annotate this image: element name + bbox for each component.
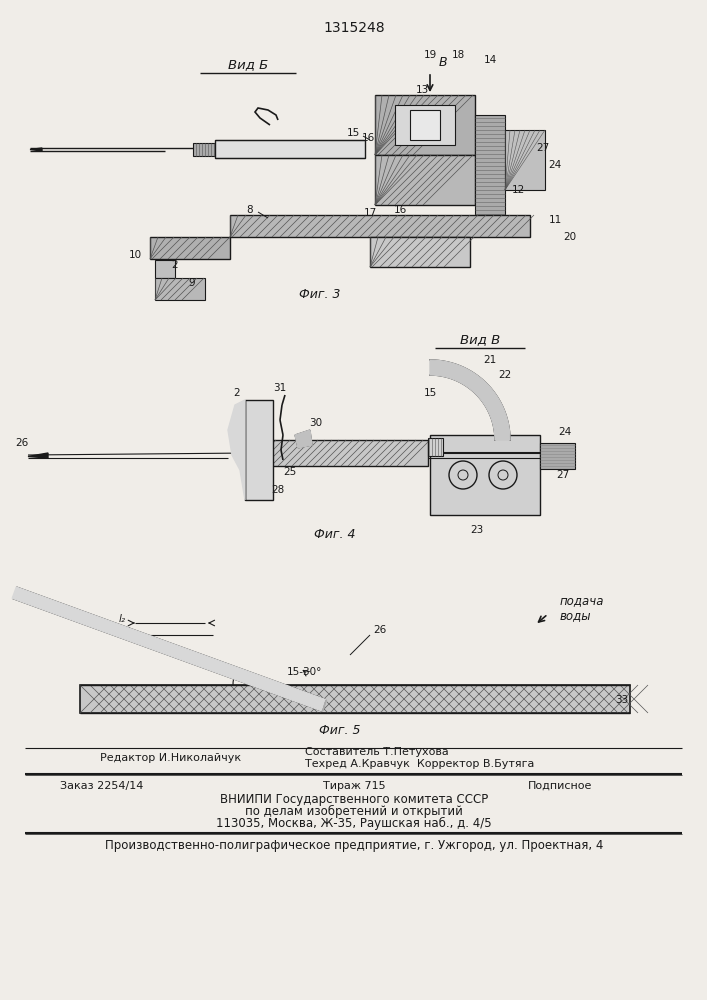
- Bar: [155, 278, 205, 300]
- Text: 27: 27: [537, 143, 549, 153]
- Text: 18: 18: [451, 50, 464, 60]
- Text: 33: 33: [615, 695, 629, 705]
- Text: l₁: l₁: [127, 627, 134, 637]
- Text: Производственно-полиграфическое предприятие, г. Ужгород, ул. Проектная, 4: Производственно-полиграфическое предприя…: [105, 838, 603, 852]
- Text: ВНИИПИ Государственного комитета СССР: ВНИИПИ Государственного комитета СССР: [220, 792, 488, 806]
- Text: 2: 2: [172, 260, 178, 270]
- Text: 13: 13: [416, 85, 428, 95]
- Text: 15: 15: [423, 388, 437, 398]
- Text: 16: 16: [361, 133, 375, 143]
- Text: 30: 30: [310, 418, 322, 428]
- Text: 1315248: 1315248: [323, 21, 385, 35]
- Bar: [410, 110, 440, 140]
- Text: l₂: l₂: [119, 614, 126, 624]
- Bar: [375, 155, 475, 205]
- Text: 16: 16: [393, 205, 407, 215]
- Bar: [150, 237, 230, 259]
- Polygon shape: [295, 430, 312, 448]
- Text: 20: 20: [563, 232, 577, 242]
- Bar: [430, 435, 540, 515]
- Text: 31: 31: [274, 383, 286, 393]
- Text: В: В: [438, 55, 448, 68]
- Polygon shape: [30, 148, 42, 151]
- Text: 113035, Москва, Ж-35, Раушская наб., д. 4/5: 113035, Москва, Ж-35, Раушская наб., д. …: [216, 816, 492, 830]
- Text: 2: 2: [234, 388, 240, 398]
- Text: по делам изобретений и открытий: по делам изобретений и открытий: [245, 804, 463, 818]
- Text: Фиг. 5: Фиг. 5: [320, 724, 361, 736]
- Bar: [155, 260, 175, 278]
- Bar: [475, 115, 505, 215]
- Text: 26: 26: [16, 438, 28, 448]
- Polygon shape: [28, 453, 48, 458]
- Bar: [375, 95, 475, 155]
- Text: 15-30°: 15-30°: [287, 667, 322, 677]
- Polygon shape: [430, 360, 510, 440]
- Text: 12: 12: [511, 185, 525, 195]
- Text: Фиг. 4: Фиг. 4: [314, 528, 356, 542]
- Bar: [80, 685, 630, 713]
- Bar: [248, 440, 428, 466]
- Text: Фиг. 3: Фиг. 3: [299, 288, 341, 302]
- Text: подача
воды: подача воды: [560, 594, 604, 622]
- Bar: [505, 130, 545, 190]
- Text: Тираж 715: Тираж 715: [322, 781, 385, 791]
- Text: Составитель Т.Петухова: Составитель Т.Петухова: [305, 747, 449, 757]
- Text: 17: 17: [363, 208, 377, 218]
- Bar: [245, 400, 273, 500]
- Text: 15: 15: [346, 128, 360, 138]
- Text: 11: 11: [549, 215, 561, 225]
- Text: Техред А.Кравчук  Корректор В.Бутяга: Техред А.Кравчук Корректор В.Бутяга: [305, 759, 534, 769]
- Bar: [193, 143, 215, 156]
- Bar: [540, 443, 575, 469]
- Text: 23: 23: [470, 525, 484, 535]
- Bar: [428, 438, 443, 456]
- Text: 10: 10: [129, 250, 141, 260]
- Text: Вид Б: Вид Б: [228, 58, 268, 72]
- Polygon shape: [12, 587, 327, 711]
- Text: 28: 28: [271, 485, 285, 495]
- Text: Заказ 2254/14: Заказ 2254/14: [60, 781, 144, 791]
- Text: 22: 22: [498, 370, 512, 380]
- Text: 24: 24: [549, 160, 561, 170]
- Polygon shape: [228, 400, 245, 500]
- Bar: [215, 140, 365, 158]
- Polygon shape: [322, 700, 327, 711]
- Bar: [395, 105, 455, 145]
- Bar: [370, 237, 470, 267]
- Text: 25: 25: [284, 467, 297, 477]
- Text: 14: 14: [484, 55, 496, 65]
- Text: Подписное: Подписное: [528, 781, 592, 791]
- Bar: [230, 215, 530, 237]
- Text: Вид В: Вид В: [460, 334, 500, 347]
- Text: 19: 19: [423, 50, 437, 60]
- Text: 8: 8: [247, 205, 253, 215]
- Text: 26: 26: [373, 625, 387, 635]
- Text: 21: 21: [484, 355, 496, 365]
- Text: 24: 24: [559, 427, 572, 437]
- Text: 27: 27: [556, 470, 570, 480]
- Text: Редактор И.Николайчук: Редактор И.Николайчук: [100, 753, 241, 763]
- Text: 9: 9: [189, 278, 195, 288]
